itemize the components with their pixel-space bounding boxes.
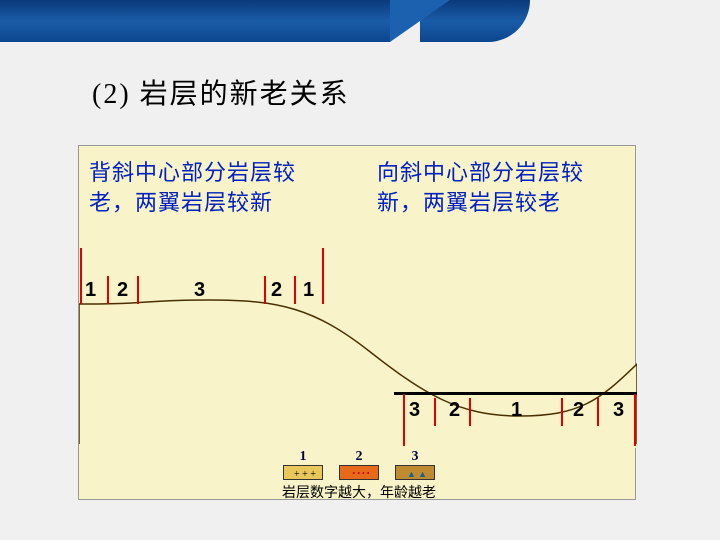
fold-cross-section-svg: + xyxy=(79,146,637,501)
boundary-marker xyxy=(264,276,266,304)
layer-number-top: 2 xyxy=(117,279,128,302)
layer-number-bottom: 2 xyxy=(573,399,584,422)
boundary-marker xyxy=(597,398,599,426)
legend-swatch: + + + xyxy=(283,465,323,480)
boundary-marker xyxy=(80,248,82,304)
geology-diagram: 背斜中心部分岩层较老，两翼岩层较新 向斜中心部分岩层较新，两翼岩层较老 + xyxy=(78,145,636,500)
layer-number-bottom: 3 xyxy=(613,399,624,422)
layer-number-top: 2 xyxy=(271,279,282,302)
layer-number-bottom: 2 xyxy=(449,399,460,422)
boundary-marker xyxy=(137,276,139,304)
boundary-marker xyxy=(107,276,109,304)
legend-swatch: ▲ ▲ xyxy=(395,465,435,480)
legend-item: 3▲ ▲ xyxy=(395,449,435,480)
boundary-marker xyxy=(561,398,563,426)
boundary-marker xyxy=(294,276,296,304)
layer-number-bottom: 3 xyxy=(409,399,420,422)
legend-number: 1 xyxy=(283,449,323,465)
header-notch-slant xyxy=(390,0,450,42)
layer-number-top: 3 xyxy=(194,279,205,302)
legend-swatches: 1+ + + 2• • • • 3▲ ▲ xyxy=(229,449,489,480)
legend-item: 1+ + + xyxy=(283,449,323,480)
boundary-marker xyxy=(634,394,636,446)
header-gradient-left xyxy=(0,0,390,42)
legend-number: 3 xyxy=(395,449,435,465)
legend-item: 2• • • • xyxy=(339,449,379,480)
slide-header-bar xyxy=(0,0,720,42)
boundary-marker xyxy=(469,398,471,426)
legend: 1+ + + 2• • • • 3▲ ▲ 岩层数字越大，年龄越老 xyxy=(229,449,489,502)
legend-number: 2 xyxy=(339,449,379,465)
boundary-marker xyxy=(322,248,324,304)
layer-number-top: 1 xyxy=(303,279,314,302)
section-title: (2) 岩层的新老关系 xyxy=(92,72,350,112)
boundary-marker xyxy=(403,394,405,446)
legend-swatch: • • • • xyxy=(339,465,379,480)
boundary-marker xyxy=(434,398,436,426)
layer-number-bottom: 1 xyxy=(511,399,522,422)
legend-caption: 岩层数字越大，年龄越老 xyxy=(229,482,489,502)
layer-number-top: 1 xyxy=(85,279,96,302)
